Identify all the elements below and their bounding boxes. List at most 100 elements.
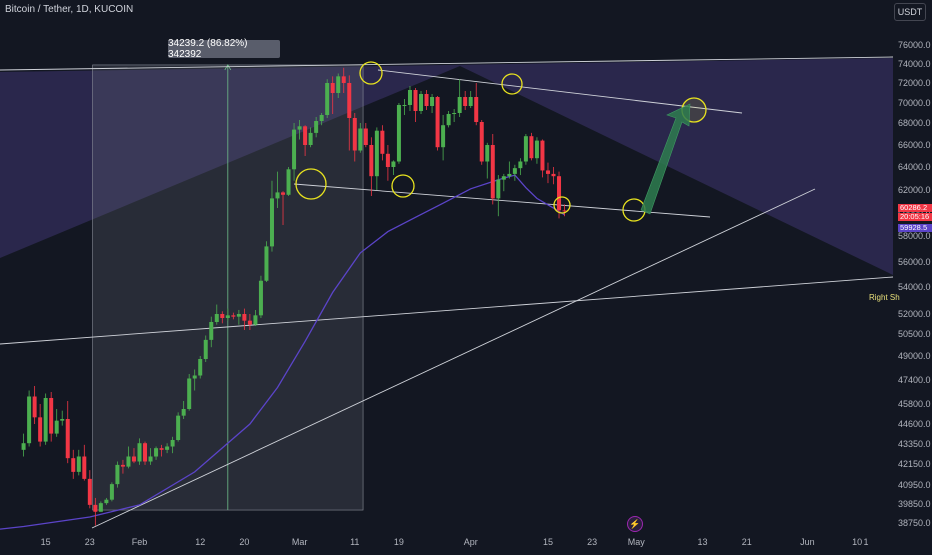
candle-body <box>518 161 523 169</box>
low-circle-2[interactable] <box>391 174 415 198</box>
candle-body <box>490 145 495 199</box>
candle-body <box>407 90 412 105</box>
x-tick-label: 21 <box>742 537 752 547</box>
measure-label: 34239.2 (86.82%) 342392 <box>168 38 280 60</box>
candle-body <box>562 210 567 212</box>
y-tick-label: 47400.0 <box>898 375 931 385</box>
y-tick-label: 62000.0 <box>898 185 931 195</box>
x-tick-label: 15 <box>41 537 51 547</box>
candle-body <box>325 83 330 115</box>
rising-trendline[interactable] <box>91 188 816 529</box>
candle-body <box>352 118 357 151</box>
candle-body <box>557 176 562 211</box>
candle-body <box>98 503 103 512</box>
candle-body <box>501 176 506 180</box>
x-tick-label: 1 <box>863 537 868 547</box>
time-axis[interactable] <box>0 535 932 550</box>
y-tick-label: 58000.0 <box>898 231 931 241</box>
projection-arrow[interactable] <box>640 103 691 215</box>
candle-body <box>341 76 346 83</box>
candle-body <box>336 76 341 93</box>
candle-body <box>424 94 429 106</box>
candle-body <box>330 83 335 93</box>
upper-channel-line[interactable] <box>377 69 743 114</box>
peak-circle-1[interactable] <box>359 61 383 85</box>
candle-body <box>198 359 203 376</box>
candle-body <box>143 443 148 462</box>
candle-body <box>391 161 396 167</box>
candle-body <box>507 173 512 177</box>
candle-body <box>170 440 175 447</box>
candle-body <box>545 170 550 174</box>
candle-body <box>32 396 37 418</box>
candle-body <box>529 136 534 159</box>
x-tick-label: 15 <box>543 537 553 547</box>
candle-body <box>131 456 136 462</box>
candle-body <box>396 105 401 162</box>
y-tick-label: 76000.0 <box>898 40 931 50</box>
candle-body <box>109 484 114 500</box>
candle-body <box>374 130 379 177</box>
candle-body <box>485 145 490 162</box>
lower-channel-line[interactable] <box>293 183 711 218</box>
y-tick-label: 44600.0 <box>898 419 931 429</box>
candle-body <box>264 246 269 281</box>
candle-body <box>225 315 230 318</box>
top-trendline[interactable] <box>0 56 894 71</box>
y-tick-label: 72000.0 <box>898 78 931 88</box>
x-tick-label: Jun <box>800 537 815 547</box>
peak-circle-2[interactable] <box>501 73 523 95</box>
candle-body <box>231 315 236 317</box>
candle-body <box>27 396 32 444</box>
candle-body <box>187 378 192 409</box>
candle-body <box>54 420 59 434</box>
candle-body <box>148 456 153 462</box>
x-tick-label: Apr <box>464 537 478 547</box>
x-tick-label: 19 <box>394 537 404 547</box>
right-shoulder-label: Right Sh <box>869 293 900 302</box>
chart-title: Bitcoin / Tether, 1D, KUCOIN <box>5 4 134 15</box>
y-tick-label: 56000.0 <box>898 257 931 267</box>
candle-body <box>220 314 225 318</box>
y-tick-label: 50500.0 <box>898 329 931 339</box>
y-tick-label: 64000.0 <box>898 162 931 172</box>
candle-body <box>479 122 484 162</box>
candle-body <box>137 443 142 462</box>
last-price-tag: 60286.2 <box>898 204 932 212</box>
candle-body <box>165 446 170 450</box>
candle-body <box>430 97 435 106</box>
neckline[interactable] <box>0 276 894 345</box>
candle-body <box>214 314 219 322</box>
candle-body <box>441 125 446 148</box>
x-tick-label: 12 <box>195 537 205 547</box>
y-tick-label: 54000.0 <box>898 282 931 292</box>
candle-body <box>49 398 54 434</box>
candle-body <box>540 140 545 171</box>
y-tick-label: 66000.0 <box>898 140 931 150</box>
candle-body <box>308 132 313 145</box>
lightning-icon[interactable]: ⚡ <box>627 516 643 532</box>
low-circle-3[interactable] <box>553 196 571 214</box>
candle-body <box>286 169 291 195</box>
candle-body <box>236 314 241 317</box>
candle-body <box>242 314 247 321</box>
candle-body <box>380 130 385 154</box>
candle-body <box>275 192 280 199</box>
candle-body <box>314 121 319 133</box>
currency-button[interactable]: USDT <box>894 3 926 21</box>
candle-body <box>82 456 87 479</box>
candle-body <box>192 375 197 379</box>
candle-body <box>269 198 274 247</box>
candle-body <box>159 448 164 450</box>
candle-body <box>369 145 374 177</box>
y-tick-label: 43350.0 <box>898 439 931 449</box>
candle-body <box>419 94 424 111</box>
low-circle-1[interactable] <box>295 168 327 200</box>
x-tick-label: 23 <box>85 537 95 547</box>
candle-body <box>363 128 368 145</box>
price-axis[interactable] <box>895 0 932 550</box>
y-tick-label: 74000.0 <box>898 59 931 69</box>
candle-body <box>203 339 208 359</box>
